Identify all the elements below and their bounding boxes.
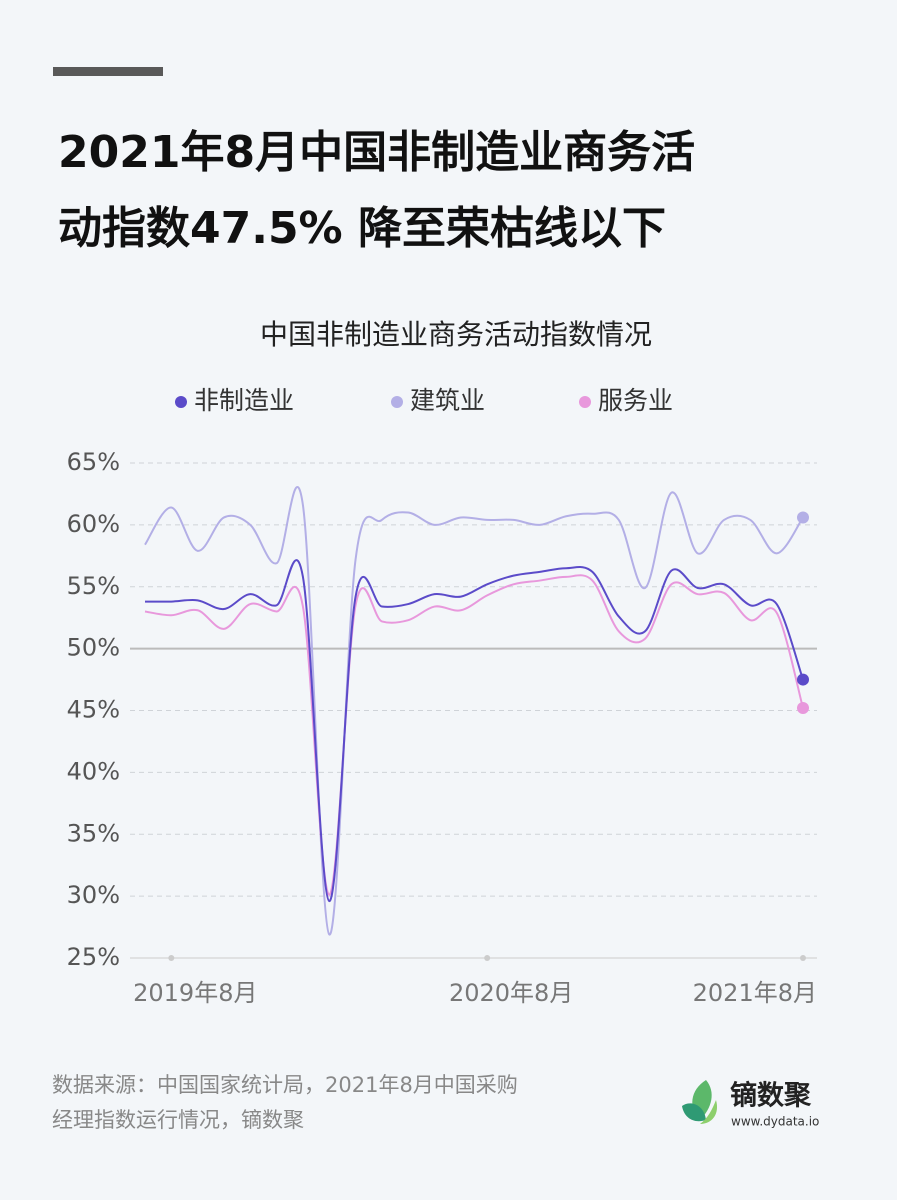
y-tick-label: 55% — [67, 572, 120, 600]
x-tick — [800, 955, 806, 961]
page-title: 动指数47.5% 降至荣枯线以下 — [58, 203, 666, 254]
y-tick-label: 45% — [67, 696, 120, 724]
source: 经理指数运行情况，镝数聚 — [52, 1108, 304, 1132]
line — [144, 559, 804, 903]
y-tick-label: 40% — [67, 757, 120, 785]
legend-label: 非制造业 — [194, 386, 294, 415]
end-point — [797, 673, 809, 686]
y-tick-label: 65% — [67, 448, 120, 476]
y-tick-label: 30% — [67, 881, 120, 909]
end-point — [797, 511, 809, 524]
x-tick — [168, 955, 175, 961]
x-tick-label: 2020年8月 — [449, 979, 573, 1007]
page-title: 2021年8月中国非制造业商务活 — [58, 127, 695, 178]
legend-marker — [391, 396, 403, 408]
line — [144, 486, 804, 936]
legend-marker — [175, 396, 187, 408]
header-bar — [53, 67, 163, 76]
source: 数据来源：中国国家统计局，2021年8月中国采购 — [52, 1073, 518, 1097]
legend-label: 服务业 — [598, 386, 673, 415]
logo — [682, 1080, 718, 1124]
brand: 镝数聚 — [730, 1080, 812, 1112]
x-tick-label: 2019年8月 — [133, 979, 257, 1007]
chart-title: 中国非制造业商务活动指数情况 — [260, 318, 652, 351]
y-tick-label: 60% — [67, 510, 120, 538]
x-tick — [484, 955, 491, 961]
x-tick-label: 2021年8月 — [693, 979, 817, 1007]
line — [144, 574, 804, 896]
legend-label: 建筑业 — [410, 386, 485, 415]
y-tick-label: 35% — [67, 819, 120, 847]
y-tick-label: 25% — [67, 943, 120, 971]
brand-url: www.dydata.io — [731, 1115, 819, 1129]
legend-marker — [579, 396, 591, 408]
end-point — [797, 702, 809, 715]
y-tick-label: 50% — [67, 634, 120, 662]
